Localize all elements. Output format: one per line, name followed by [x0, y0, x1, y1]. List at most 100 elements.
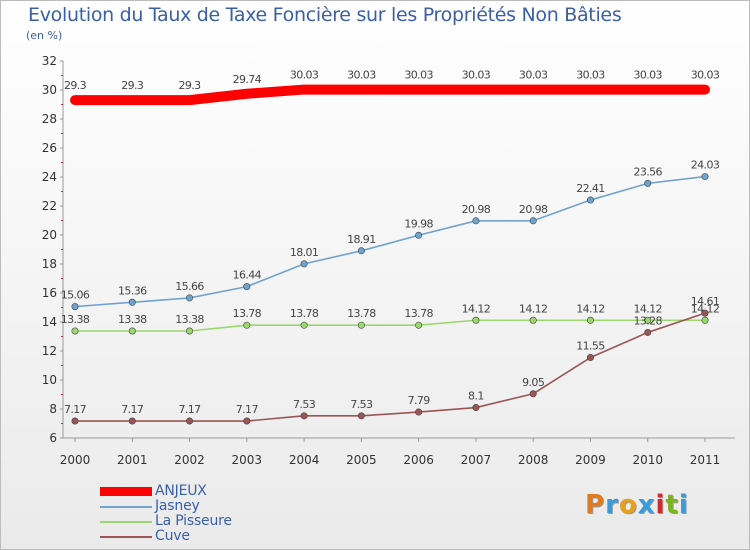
data-point: [415, 321, 423, 329]
y-tick-label: 6: [49, 431, 57, 445]
y-tick-label: 22: [42, 199, 57, 213]
data-point: [71, 303, 79, 311]
x-tick-label: 2005: [346, 453, 377, 467]
data-label: 29.3: [121, 79, 144, 92]
x-tick-label: 2010: [632, 453, 663, 467]
data-point: [243, 283, 251, 291]
y-tick-label: 10: [42, 373, 57, 387]
data-label: 14.12: [633, 302, 662, 315]
x-tick-label: 2011: [690, 453, 721, 467]
data-label: 20.98: [519, 203, 548, 216]
data-label: 13.38: [61, 313, 90, 326]
data-point: [300, 321, 308, 329]
data-point: [243, 417, 251, 425]
data-label: 30.03: [576, 69, 605, 82]
data-label: 30.03: [519, 69, 548, 82]
data-label: 15.36: [118, 284, 147, 297]
data-label: 29.3: [178, 79, 201, 92]
data-label: 23.56: [633, 165, 662, 178]
x-tick-label: 2004: [289, 453, 320, 467]
data-label: 20.98: [462, 203, 491, 216]
y-tick-label: 18: [42, 257, 57, 271]
data-point: [701, 173, 709, 181]
data-label: 14.12: [576, 302, 605, 315]
x-tick-label: 2009: [575, 453, 606, 467]
data-label: 13.28: [633, 314, 662, 327]
y-tick-label: 14: [42, 315, 57, 329]
data-point: [644, 179, 652, 187]
proxiti-logo: Proxiti: [585, 490, 689, 520]
y-tick-label: 32: [42, 54, 57, 68]
data-label: 19.98: [404, 217, 433, 230]
data-label: 7.17: [64, 403, 87, 416]
data-point: [701, 316, 709, 324]
data-point: [128, 327, 136, 335]
data-point: [128, 298, 136, 306]
data-point: [186, 294, 194, 302]
data-label: 22.41: [576, 182, 605, 195]
x-tick-label: 2000: [60, 453, 91, 467]
legend-swatch: [100, 521, 152, 523]
data-point: [472, 404, 480, 412]
data-label: 18.91: [347, 233, 376, 246]
data-point: [243, 321, 251, 329]
y-tick-label: 16: [42, 286, 57, 300]
data-label: 24.03: [691, 159, 720, 172]
data-label: 30.03: [462, 69, 491, 82]
data-label: 7.17: [236, 403, 259, 416]
data-label: 14.61: [691, 295, 720, 308]
data-label: 14.12: [462, 302, 491, 315]
data-label: 8.1: [468, 390, 484, 403]
data-label: 7.53: [293, 398, 316, 411]
data-point: [529, 390, 537, 398]
data-label: 30.03: [404, 69, 433, 82]
data-label: 13.38: [118, 313, 147, 326]
y-tick-label: 28: [42, 112, 57, 126]
data-point: [472, 316, 480, 324]
data-label: 29.3: [64, 79, 87, 92]
data-point: [357, 412, 365, 420]
series-line-jasney: [74, 175, 706, 308]
x-tick-label: 2006: [403, 453, 434, 467]
data-label: 13.78: [404, 307, 433, 320]
data-point: [586, 316, 594, 324]
series-line-cuve: [74, 312, 706, 422]
data-label: 15.06: [61, 289, 90, 302]
data-label: 16.44: [233, 269, 262, 282]
legend-label: La Pisseure: [155, 513, 232, 529]
data-point: [128, 417, 136, 425]
data-label: 9.05: [522, 376, 545, 389]
data-point: [586, 354, 594, 362]
legend-swatch: [100, 536, 152, 538]
y-tick-label: 12: [42, 344, 57, 358]
y-tick-label: 30: [42, 83, 57, 97]
data-point: [529, 217, 537, 225]
data-label: 15.66: [175, 280, 204, 293]
data-point: [186, 417, 194, 425]
unit-label: (en %): [26, 29, 63, 42]
x-tick-label: 2007: [461, 453, 492, 467]
legend-label: ANJEUX: [155, 483, 207, 499]
data-point: [415, 408, 423, 416]
data-point: [300, 260, 308, 268]
chart-title: Evolution du Taux de Taxe Foncière sur l…: [28, 4, 622, 26]
data-point: [415, 231, 423, 239]
data-label: 18.01: [290, 246, 319, 259]
data-label: 13.78: [290, 307, 319, 320]
data-point: [357, 247, 365, 255]
data-label: 13.78: [233, 307, 262, 320]
data-point: [300, 412, 308, 420]
y-tick-label: 8: [49, 402, 57, 416]
legend-swatch: [100, 487, 152, 496]
data-label: 7.17: [178, 403, 201, 416]
data-label: 7.17: [121, 403, 144, 416]
data-point: [586, 196, 594, 204]
data-point: [472, 217, 480, 225]
data-label: 30.03: [633, 69, 662, 82]
data-label: 30.03: [691, 69, 720, 82]
y-tick-label: 24: [42, 170, 57, 184]
data-point: [701, 309, 709, 317]
data-label: 30.03: [290, 69, 319, 82]
data-label: 7.79: [408, 394, 431, 407]
data-point: [644, 316, 652, 324]
